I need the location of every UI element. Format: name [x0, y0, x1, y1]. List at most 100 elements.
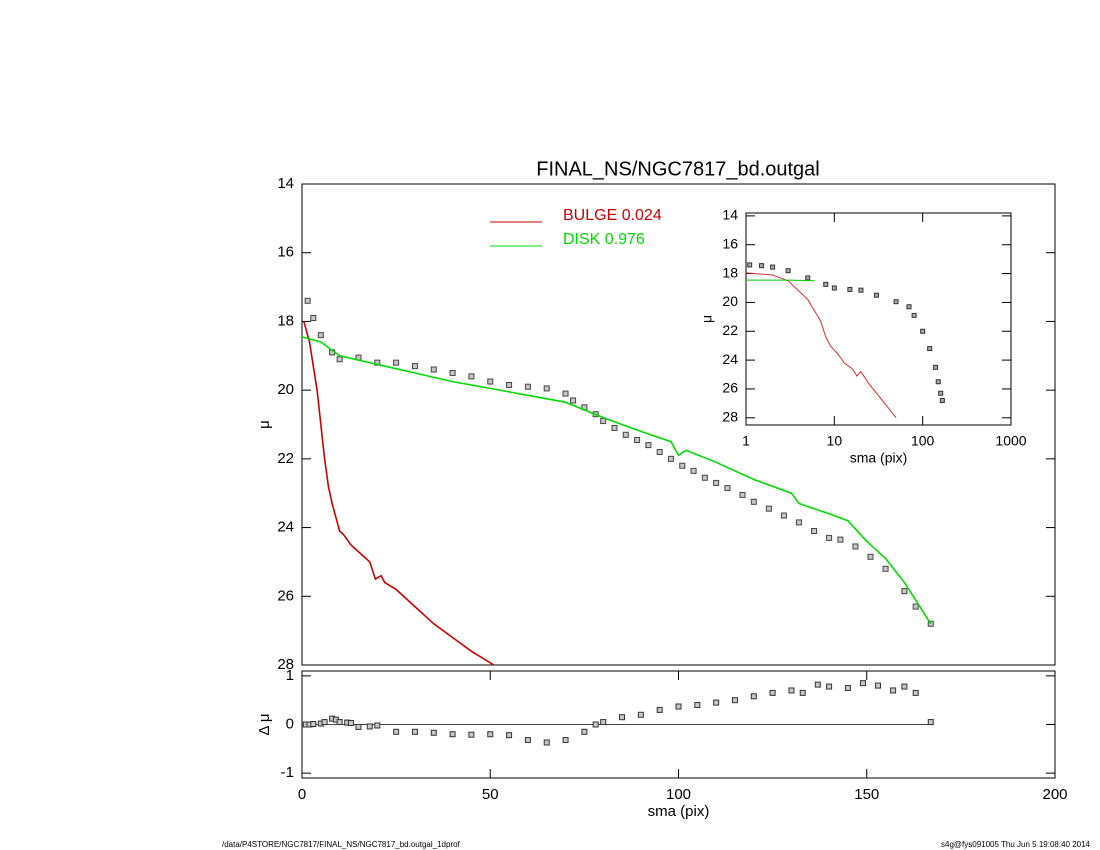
data-point [858, 287, 864, 293]
plot-frame [301, 183, 1056, 666]
data-point [911, 312, 917, 318]
data-point [852, 543, 859, 550]
data-point [805, 275, 811, 281]
model-line [745, 272, 897, 419]
data-point [893, 299, 899, 305]
data-point [317, 332, 324, 339]
data-point [366, 723, 373, 730]
x-axis-label: sma (pix) [648, 803, 710, 820]
data-point [690, 467, 697, 474]
footer-path: /data/P4STORE/NGC7817/FINAL_NS/NGC7817_b… [222, 840, 461, 849]
data-point [935, 379, 941, 385]
data-point [468, 373, 475, 380]
data-point [645, 442, 652, 449]
model-line [303, 321, 495, 666]
x-tick-label: 0 [298, 786, 306, 803]
y-tick-label: 18 [277, 312, 294, 329]
data-point [355, 723, 362, 730]
data-point [336, 719, 343, 726]
data-point [543, 385, 550, 392]
data-point [750, 693, 757, 700]
data-point [622, 431, 629, 438]
x-tick-label: 100 [911, 433, 935, 449]
data-point [562, 390, 569, 397]
y-axis-label: Δ μ [256, 713, 273, 735]
data-point [826, 683, 833, 690]
y-tick-label: 16 [277, 244, 294, 261]
data-point [675, 703, 682, 710]
data-point [524, 383, 531, 390]
x-tick-label: 10 [827, 433, 843, 449]
data-point [920, 328, 926, 334]
data-point [799, 689, 806, 696]
data-point [933, 364, 939, 370]
data-point [844, 685, 851, 692]
x-tick-label: 50 [482, 786, 499, 803]
data-point [694, 702, 701, 709]
data-point [811, 528, 818, 535]
data-point [667, 455, 674, 462]
y-tick-label: 26 [722, 380, 738, 396]
data-point [769, 689, 776, 696]
data-point [634, 436, 641, 443]
y-tick-label: 26 [277, 587, 294, 604]
y-tick-label: 22 [722, 322, 738, 338]
data-point [524, 737, 531, 744]
data-point [506, 381, 513, 388]
data-point [750, 498, 757, 505]
data-point [701, 474, 708, 481]
x-axis-label: sma (pix) [850, 450, 908, 466]
y-tick-label: 0 [286, 715, 294, 732]
data-point [831, 285, 837, 291]
data-point [304, 297, 311, 304]
y-tick-label: 1 [286, 667, 294, 684]
legend-label: DISK 0.976 [563, 231, 645, 248]
x-tick-label: 1 [742, 433, 750, 449]
data-point [411, 728, 418, 735]
data-point [562, 737, 569, 744]
data-point [847, 286, 853, 292]
data-point [411, 363, 418, 370]
y-tick-label: 16 [722, 235, 738, 251]
data-point [592, 721, 599, 728]
data-point [912, 689, 919, 696]
data-point [882, 565, 889, 572]
data-point [713, 479, 720, 486]
model-line [746, 279, 815, 282]
data-point [938, 390, 944, 396]
y-tick-label: 24 [722, 351, 738, 367]
data-point [927, 346, 933, 352]
data-point [600, 719, 607, 726]
data-point [374, 722, 381, 729]
data-point [430, 366, 437, 373]
y-tick-label: 28 [277, 656, 294, 673]
y-tick-label: 28 [722, 408, 738, 424]
x-tick-label: 150 [854, 786, 879, 803]
data-point [611, 424, 618, 431]
data-point [731, 697, 738, 704]
plot-frame [745, 212, 1012, 426]
data-point [765, 505, 772, 512]
legend-label: BULGE 0.024 [563, 207, 662, 224]
data-point [570, 397, 577, 404]
data-point [927, 719, 934, 726]
y-tick-label: 14 [277, 175, 294, 192]
data-point [873, 292, 879, 298]
x-tick-label: 200 [1042, 786, 1067, 803]
data-point [656, 448, 663, 455]
data-point [837, 536, 844, 543]
data-point [759, 263, 765, 269]
footer-stamp: s4g@fys091005 Thu Jun 5 19:08:40 2014 [941, 840, 1091, 849]
data-point [393, 728, 400, 735]
data-point [393, 359, 400, 366]
chart-title: FINAL_NS/NGC7817_bd.outgal [536, 158, 820, 180]
data-point [468, 731, 475, 738]
data-point [487, 731, 494, 738]
data-point [901, 683, 908, 690]
data-point [600, 418, 607, 425]
data-point [581, 728, 588, 735]
data-point [795, 519, 802, 526]
data-point [336, 356, 343, 363]
data-point [875, 682, 882, 689]
